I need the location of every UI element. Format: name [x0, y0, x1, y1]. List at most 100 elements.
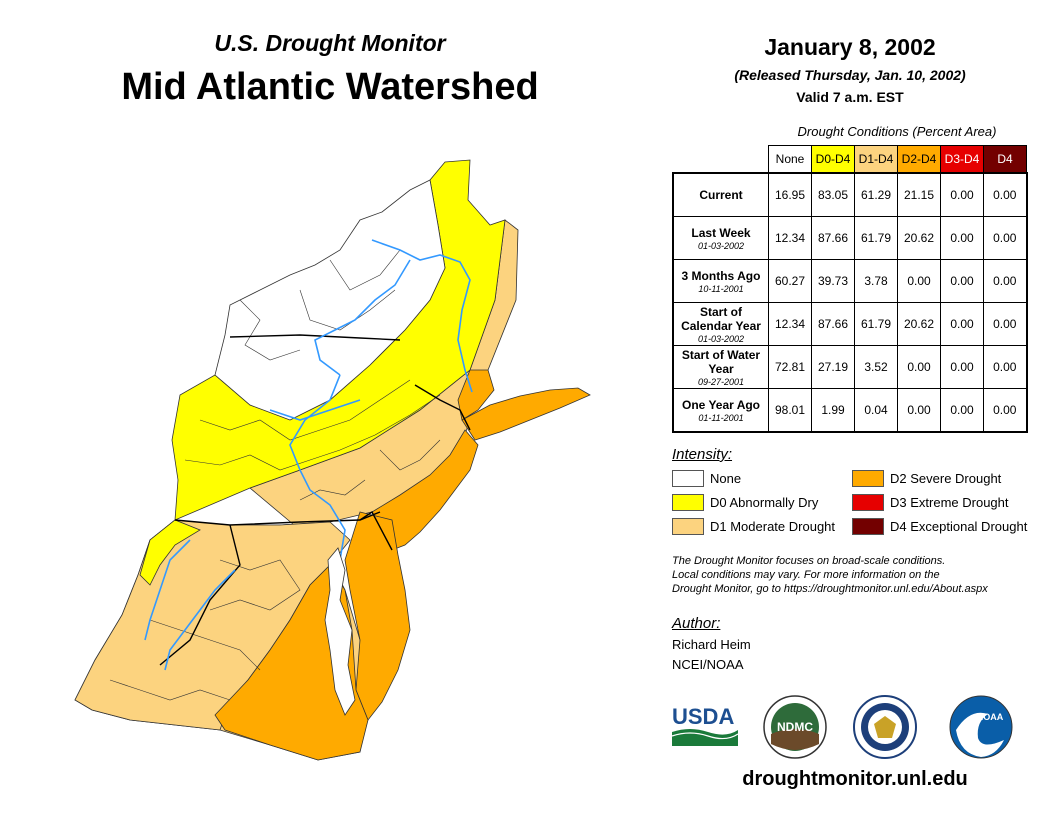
- table-cell: 0.04: [854, 388, 898, 433]
- map-region-d2-ny: [457, 369, 495, 421]
- legend-title: Intensity:: [672, 446, 733, 463]
- column-header-d3-d4: D3-D4: [940, 145, 984, 174]
- column-header-none: None: [768, 145, 812, 174]
- rivers: [144, 239, 473, 671]
- table-cell: 72.81: [768, 345, 812, 389]
- row-date: 01-03-2002: [697, 240, 745, 251]
- note-line-2: Local conditions may vary. For more info…: [672, 569, 940, 581]
- release-date: (Released Thursday, Jan. 10, 2002): [734, 67, 966, 83]
- disclaimer-note: The Drought Monitor focuses on broad-sca…: [672, 554, 1042, 596]
- table-cell: 0.00: [940, 259, 984, 303]
- legend-item: D3 Extreme Drought: [852, 494, 1009, 511]
- table-cell: 61.79: [854, 302, 898, 346]
- row-date: 01-03-2002: [697, 333, 745, 344]
- table-cell: 3.52: [854, 345, 898, 389]
- drought-map: [74, 159, 591, 761]
- column-header-d0-d4: D0-D4: [811, 145, 855, 174]
- table-row: Start of Water Year 09-27-2001 72.81 27.19 3…: [672, 345, 1028, 389]
- table-cell: 0.00: [940, 216, 984, 260]
- table-row: 3 Months Ago 10-11-2001 60.27 39.73 3.78 0.00…: [672, 259, 1028, 303]
- chesapeake-bay: [324, 547, 356, 716]
- row-label: Last Week 01-03-2002: [672, 216, 769, 260]
- commerce-seal: [853, 695, 917, 759]
- row-label: 3 Months Ago 10-11-2001: [672, 259, 769, 303]
- table-cell: 0.00: [897, 259, 941, 303]
- table-cell: 0.00: [983, 345, 1028, 389]
- noaa-logo: NOAA: [949, 695, 1013, 759]
- table-cell: 0.00: [940, 388, 984, 433]
- legend-label: None: [710, 471, 742, 486]
- legend-swatch: [852, 518, 884, 535]
- row-label-text: One Year Ago: [681, 397, 761, 412]
- table-cell: 12.34: [768, 302, 812, 346]
- table-cell: 87.66: [811, 216, 855, 260]
- map-region-d2-nj: [371, 429, 479, 551]
- table-cell: 3.78: [854, 259, 898, 303]
- state-borders: [159, 334, 471, 666]
- website-url[interactable]: droughtmonitor.unl.edu: [742, 768, 968, 790]
- row-label-text: Start of Calendar Year: [681, 304, 761, 333]
- table-row: Start of Calendar Year 01-03-2002 12.34 87.…: [672, 302, 1028, 346]
- row-date: 10-11-2001: [698, 283, 744, 294]
- author-org: NCEI/NOAA: [672, 657, 744, 672]
- ndmc-logo: NDMC: [763, 695, 827, 759]
- table-cell: 0.00: [983, 259, 1028, 303]
- table-cell: 0.00: [983, 172, 1028, 217]
- legend-swatch: [852, 470, 884, 487]
- column-header-d2-d4: D2-D4: [897, 145, 941, 174]
- ndmc-logo-text: NDMC: [777, 720, 813, 734]
- table-cell: 0.00: [983, 302, 1028, 346]
- legend-label: D0 Abnormally Dry: [710, 495, 819, 510]
- note-line-3: Drought Monitor, go to https://droughtmo…: [672, 583, 988, 595]
- table-cell: 0.00: [940, 172, 984, 217]
- legend-swatch: [672, 494, 704, 511]
- column-header-d4: D4: [983, 145, 1027, 174]
- table-cell: 0.00: [940, 302, 984, 346]
- table-corner: [673, 146, 769, 174]
- table-cell: 20.62: [897, 302, 941, 346]
- legend-swatch: [672, 518, 704, 535]
- legend-item: D1 Moderate Drought: [672, 518, 835, 535]
- author-name: Richard Heim: [672, 637, 751, 652]
- map-date: January 8, 2002: [764, 34, 936, 60]
- row-label-text: 3 Months Ago: [681, 268, 761, 283]
- map-region-none: [214, 179, 446, 421]
- table-cell: 0.00: [983, 216, 1028, 260]
- author-title: Author:: [672, 615, 721, 632]
- table-cell: 87.66: [811, 302, 855, 346]
- valid-time: Valid 7 a.m. EST: [796, 89, 904, 105]
- row-label: One Year Ago 01-11-2001: [672, 388, 769, 433]
- legend-swatch: [672, 470, 704, 487]
- table-row: Last Week 01-03-2002 12.34 87.66 61.79 20.62 0…: [672, 216, 1028, 260]
- map-region-d0-wv: [139, 519, 201, 586]
- table-caption: Drought Conditions (Percent Area): [797, 124, 997, 139]
- table-cell: 0.00: [897, 345, 941, 389]
- map-title: Mid Atlantic Watershed: [121, 66, 539, 108]
- column-header-d1-d4: D1-D4: [854, 145, 898, 174]
- table-cell: 0.00: [983, 388, 1028, 433]
- legend-label: D2 Severe Drought: [890, 471, 1002, 486]
- table-cell: 0.00: [940, 345, 984, 389]
- table-cell: 61.29: [854, 172, 898, 217]
- table-cell: 60.27: [768, 259, 812, 303]
- row-label-text: Start of Water Year: [681, 347, 761, 376]
- table-cell: 12.34: [768, 216, 812, 260]
- usda-logo-text: USDA: [672, 704, 734, 729]
- table-cell: 83.05: [811, 172, 855, 217]
- table-row: One Year Ago 01-11-2001 98.01 1.99 0.04 0.00 0…: [672, 388, 1028, 433]
- row-label: Start of Calendar Year 01-03-2002: [672, 302, 769, 346]
- legend-item: D0 Abnormally Dry: [672, 494, 818, 511]
- row-label: Start of Water Year 09-27-2001: [672, 345, 769, 389]
- table-cell: 21.15: [897, 172, 941, 217]
- legend-item: None: [672, 470, 741, 487]
- map-region-d2-li: [461, 387, 591, 441]
- note-line-1: The Drought Monitor focuses on broad-sca…: [672, 555, 946, 567]
- row-label-text: Current: [699, 188, 743, 202]
- row-label-text: Last Week: [691, 225, 751, 240]
- table-cell: 39.73: [811, 259, 855, 303]
- legend-label: D4 Exceptional Drought: [890, 519, 1028, 534]
- legend-label: D1 Moderate Drought: [710, 519, 836, 534]
- map-subtitle: U.S. Drought Monitor: [214, 30, 446, 56]
- table-cell: 98.01: [768, 388, 812, 433]
- usda-logo: USDA: [671, 704, 739, 746]
